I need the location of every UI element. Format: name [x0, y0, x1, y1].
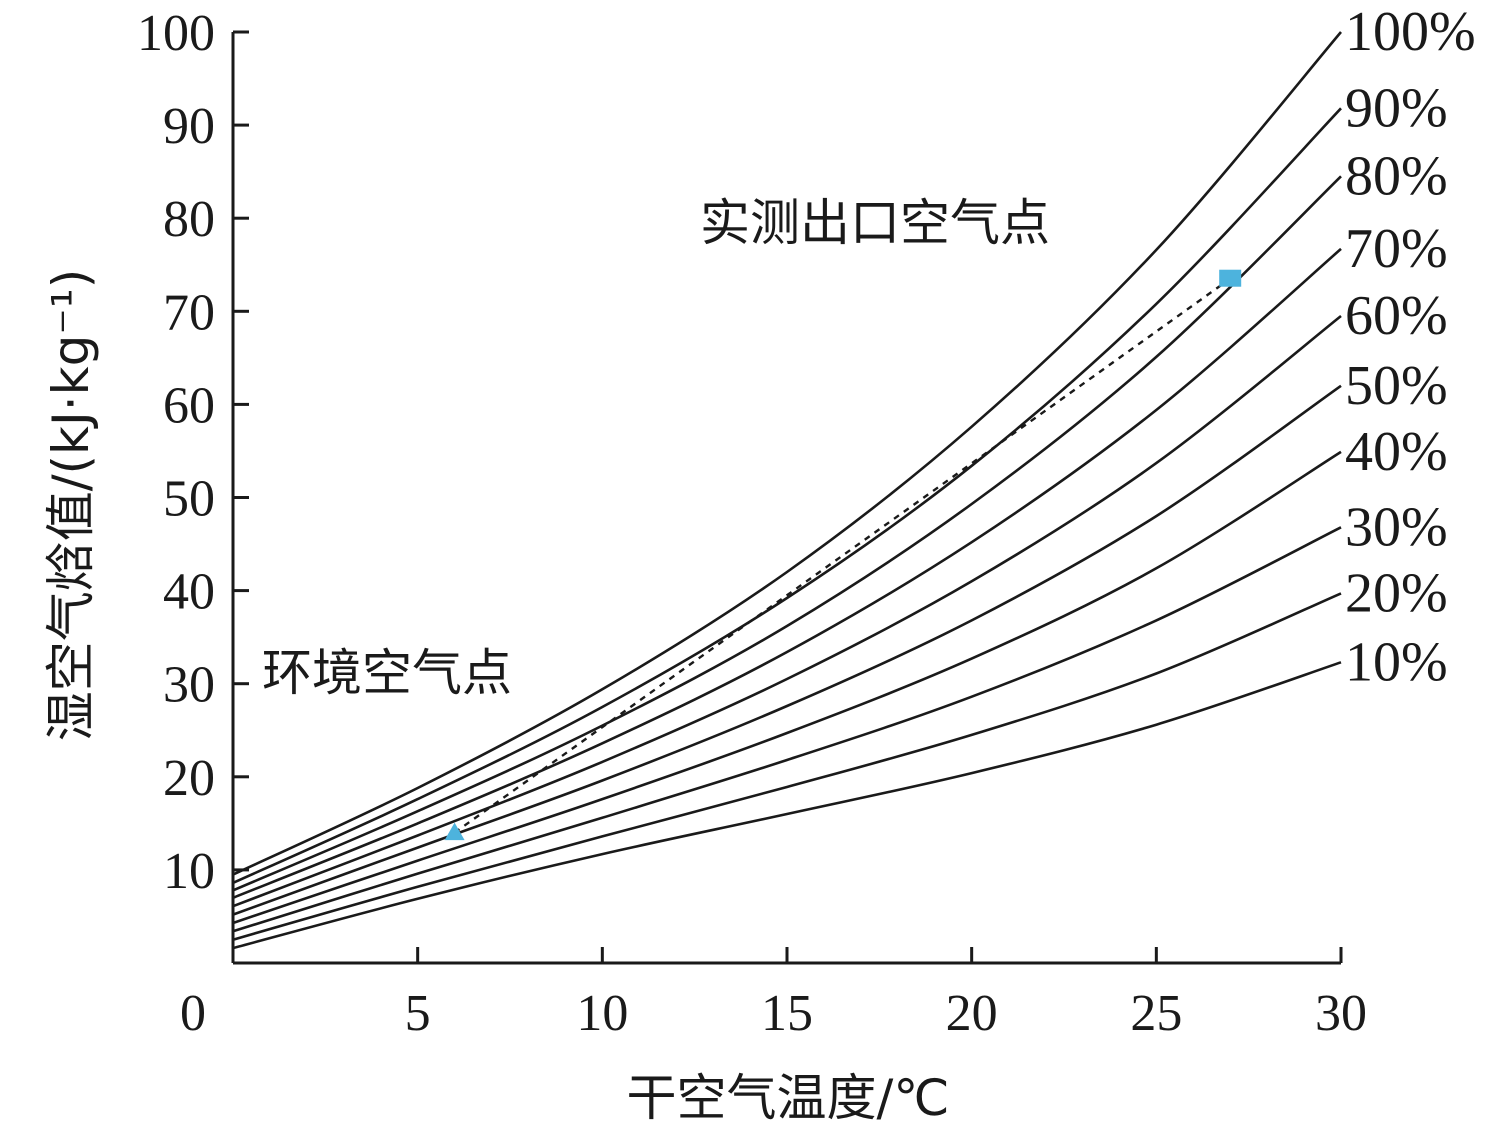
point-markers: [444, 269, 1242, 841]
rh-curve-10: [232, 661, 1342, 950]
y-tick-label: 60: [163, 377, 215, 434]
rh-label-10: 10%: [1345, 631, 1448, 693]
y-tick-label: 30: [163, 657, 215, 714]
rh-label-70: 70%: [1345, 218, 1448, 280]
rh-curve-80: [232, 175, 1342, 892]
annotation-ambient-point: 环境空气点: [262, 644, 512, 702]
rh-label-100: 100%: [1345, 1, 1476, 63]
x-axis-title: 干空气温度/℃: [627, 1069, 950, 1127]
rh-label-40: 40%: [1345, 421, 1448, 483]
x-tick-label: 20: [946, 985, 998, 1042]
rh-label-20: 20%: [1345, 562, 1448, 624]
annotation-outlet-point: 实测出口空气点: [700, 194, 1050, 252]
rh-curve-50: [232, 384, 1342, 916]
axis-ticks: 10 20 30 40 50 60 70 80 90 100 0 5 10 15 20 25 30: [137, 5, 1367, 1042]
rh-curve-60: [232, 314, 1342, 908]
rh-curves: [232, 31, 1342, 950]
y-axis-title: 湿空气焓值/(kJ·kg⁻¹): [42, 269, 100, 742]
x-tick-label: 15: [761, 985, 813, 1042]
y-tick-label: 90: [163, 98, 215, 155]
rh-curve-100: [232, 31, 1342, 876]
rh-label-60: 60%: [1345, 285, 1448, 347]
y-tick-label: 70: [163, 284, 215, 341]
y-tick-label: 50: [163, 471, 215, 528]
rh-label-30: 30%: [1345, 496, 1448, 558]
x-tick-label: 25: [1130, 985, 1182, 1042]
process-line: [453, 277, 1231, 834]
rh-label-50: 50%: [1345, 355, 1448, 417]
process-line-group: [453, 277, 1231, 834]
rh-curve-70: [232, 247, 1342, 900]
y-tick-label: 20: [163, 750, 215, 807]
axes: [231, 32, 1341, 965]
rh-label-80: 80%: [1345, 145, 1448, 207]
outlet-point-marker: [1219, 269, 1242, 287]
x-tick-label: 5: [405, 985, 431, 1042]
y-tick-label: 100: [137, 5, 215, 62]
rh-label-90: 90%: [1345, 77, 1448, 139]
ambient-point-marker: [444, 822, 465, 841]
rh-curve-40: [232, 450, 1342, 925]
rh-curve-20: [232, 592, 1342, 941]
x-tick-label: 10: [576, 985, 628, 1042]
y-tick-label: 80: [163, 191, 215, 248]
x-tick-label: 0: [180, 985, 206, 1042]
rh-curve-30: [232, 526, 1342, 933]
x-tick-label: 30: [1315, 985, 1367, 1042]
rh-labels: 100% 90%80% 70%60% 50%40% 30%20% 10%: [1345, 1, 1476, 693]
y-tick-label: 10: [163, 843, 215, 900]
y-tick-label: 40: [163, 564, 215, 621]
rh-curve-90: [232, 107, 1342, 885]
